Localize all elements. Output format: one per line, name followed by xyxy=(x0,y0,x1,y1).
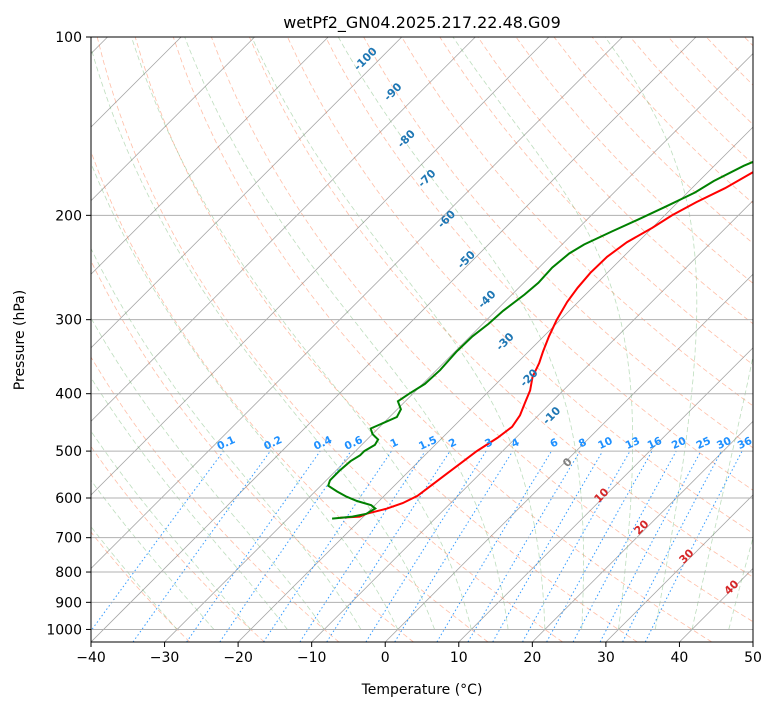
isotherm-line xyxy=(164,52,753,642)
mixing-ratio-line xyxy=(644,450,743,642)
mixing-ratio-label: 8 xyxy=(577,436,589,450)
isotherm-line xyxy=(458,347,753,642)
moist-adiabat-line xyxy=(91,247,362,630)
isotherm-line xyxy=(237,126,753,642)
mixing-ratio-line xyxy=(436,450,552,642)
y-tick-label: 1000 xyxy=(46,622,82,638)
dry-adiabat-line xyxy=(91,150,489,642)
y-tick-label: 700 xyxy=(55,531,82,547)
y-tick-label: 400 xyxy=(55,387,82,403)
moist-adiabat-line xyxy=(91,430,251,630)
isotherm-line xyxy=(91,37,329,275)
dewpoint-profile-line xyxy=(327,160,753,520)
mixing-ratio-line xyxy=(263,450,392,642)
mixing-ratio-line xyxy=(572,450,677,642)
dry-adiabat-line xyxy=(91,445,265,642)
y-tick-label: 500 xyxy=(55,444,82,460)
dry-adiabat-line xyxy=(91,356,340,642)
moist-adiabat-line xyxy=(91,317,325,630)
isotherm-line xyxy=(384,273,753,642)
isotherm-line xyxy=(311,200,753,642)
mixing-ratio-line xyxy=(91,450,224,632)
isotherm-line xyxy=(91,37,550,496)
plot-frame xyxy=(90,36,754,643)
x-tick-label: 50 xyxy=(744,650,762,666)
dry-adiabat-line xyxy=(172,37,713,642)
moist-adiabat-line xyxy=(452,37,634,630)
moist-adiabat-line xyxy=(131,37,472,630)
dry-adiabat-line xyxy=(249,37,753,578)
x-tick-label: −40 xyxy=(76,650,106,666)
mixing-ratio-label: 30 xyxy=(715,435,733,452)
y-tick-label: 100 xyxy=(55,30,82,46)
x-tick-label: 20 xyxy=(523,650,541,666)
moist-adiabat-line xyxy=(728,536,753,630)
dry-adiabat-line xyxy=(134,37,638,642)
mixing-ratio-label: 20 xyxy=(670,435,688,452)
mixing-ratio-label: 25 xyxy=(694,435,712,452)
mixing-ratio-label: 13 xyxy=(624,435,642,452)
x-tick-label: −10 xyxy=(297,650,327,666)
x-tick-label: 10 xyxy=(450,650,468,666)
x-tick-label: −20 xyxy=(223,650,253,666)
dry-adiabat-line xyxy=(401,37,753,407)
dry-adiabat-line xyxy=(325,37,753,491)
mixing-ratio-label: 10 xyxy=(596,435,614,452)
x-tick-label: 40 xyxy=(671,650,689,666)
isotherm-line xyxy=(91,37,476,422)
moist-adiabat-line xyxy=(691,354,753,630)
isotherm-line xyxy=(532,420,753,642)
mixing-ratio-label: 2 xyxy=(447,436,459,450)
isotherm-line xyxy=(91,37,403,349)
mixing-ratio-label: 1 xyxy=(388,436,400,450)
y-tick-label: 300 xyxy=(55,313,82,329)
moist-adiabat-line xyxy=(337,37,584,630)
mixing-ratio-label: 4 xyxy=(510,436,522,450)
y-tick-label: 900 xyxy=(55,595,82,611)
moist-adiabat-line xyxy=(91,46,435,630)
isotherm-line xyxy=(91,37,697,642)
moist-adiabat-line xyxy=(184,37,509,630)
mixing-ratio-line xyxy=(132,450,271,642)
dry-adiabat-line xyxy=(211,37,753,623)
dry-adiabat-line xyxy=(515,37,753,284)
temperature-profile-line xyxy=(340,170,753,519)
mixing-ratio-line xyxy=(186,450,321,642)
mixing-ratio-line xyxy=(219,450,352,642)
mixing-ratio-line xyxy=(599,450,702,642)
mixing-ratio-line xyxy=(299,450,426,642)
isotherm-line xyxy=(605,494,753,642)
y-axis-label: Pressure (hPa) xyxy=(12,290,28,390)
mixing-ratio-line xyxy=(546,450,653,642)
mixing-ratio-line xyxy=(467,450,581,642)
x-axis-label: Temperature (°C) xyxy=(361,682,483,698)
mixing-ratio-label: 6 xyxy=(548,436,560,450)
moist-adiabat-line xyxy=(604,37,698,630)
dry-adiabat-line xyxy=(439,37,753,366)
dry-adiabat-line xyxy=(96,37,563,642)
dry-adiabat-line xyxy=(91,260,414,642)
chart-title: wetPf2_GN04.2025.217.22.48.G09 xyxy=(283,13,561,33)
y-tick-label: 200 xyxy=(55,208,82,224)
mixing-ratio-label: 16 xyxy=(646,435,664,452)
dry-adiabat-line xyxy=(91,531,190,642)
y-tick-label: 800 xyxy=(55,565,82,581)
mixing-ratio-label: 3 xyxy=(483,436,495,450)
isotherm-line xyxy=(91,37,623,570)
mixing-ratio-label: 36 xyxy=(736,435,754,452)
y-tick-label: 600 xyxy=(55,491,82,507)
isotherm-line xyxy=(91,37,255,202)
moist-adiabat-line xyxy=(251,37,546,630)
moist-adiabat-line xyxy=(91,162,399,630)
x-tick-label: 30 xyxy=(597,650,615,666)
mixing-ratio-line xyxy=(622,450,722,642)
mixing-ratio-line xyxy=(492,450,604,642)
x-tick-label: 0 xyxy=(381,650,390,666)
x-tick-label: −30 xyxy=(150,650,180,666)
